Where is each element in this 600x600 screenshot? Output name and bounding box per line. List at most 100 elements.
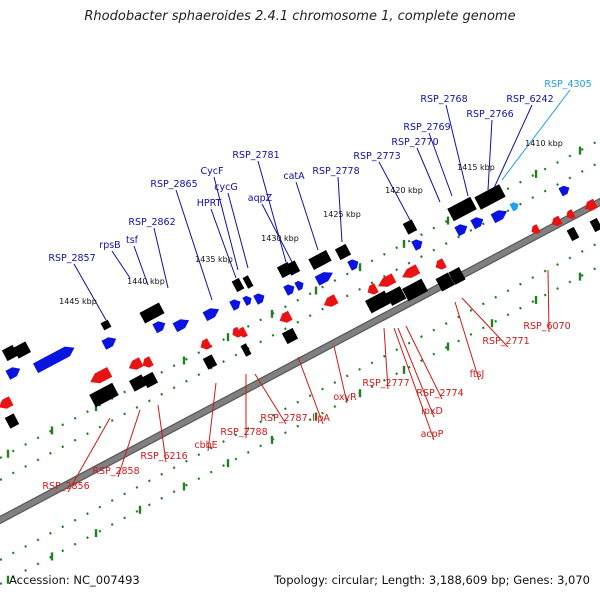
lower-gene-0-label: RSP_2856: [42, 481, 89, 492]
lower-gene-11-leader: [405, 325, 443, 400]
gene-arrow-48: [402, 264, 421, 278]
upper-gene-17-leader: [493, 104, 533, 189]
gene-arrow-4: [101, 337, 117, 350]
upper-gene-15-label: RSP_2768: [420, 94, 467, 105]
gene-block-36: [141, 371, 159, 389]
gene-block-5: [100, 319, 112, 331]
gene-block-25: [447, 196, 477, 222]
ruler-labels: 1445 kbp 1440 kbp 1435 kbp 1430 kbp 1425 kbp…: [59, 139, 563, 306]
ruler-label-4: 1425 kbp: [323, 210, 361, 219]
lower-gene-10-label: acpP: [421, 429, 444, 440]
upper-gene-14-leader: [428, 132, 453, 197]
gene-arrow-7: [172, 319, 190, 333]
upper-gene-14-label: RSP_2769: [403, 122, 450, 133]
upper-gene-10-leader: [295, 181, 319, 251]
gene-arrow-22: [347, 259, 359, 271]
gene-arrow-57: [566, 209, 576, 220]
gene-arrow-43: [279, 310, 293, 323]
lower-gene-9-label: lpxD: [421, 406, 443, 417]
lower-gene-0-leader: [67, 417, 111, 493]
gene-block-54: [448, 267, 466, 285]
upper-gene-17-label: RSP_6242: [506, 94, 553, 105]
gene-block-6: [139, 302, 165, 324]
gene-arrow-10: [229, 299, 241, 311]
gene-arrow-13: [253, 293, 265, 305]
upper-gene-8-label: RSP_2781: [232, 150, 279, 161]
gene-arrow-14: [242, 295, 252, 306]
gene-block-39: [202, 354, 218, 370]
gene-block-59: [566, 226, 580, 242]
upper-gene-5-leader: [210, 208, 237, 279]
lower-gene-12-leader: [454, 301, 480, 381]
gene-arrow-56: [551, 215, 563, 227]
upper-gene-1-label: rpsB: [99, 240, 120, 251]
gene-block-62: [4, 413, 20, 429]
lower-gene-1-label: RSP_2858: [92, 466, 139, 477]
upper-gene-18-leader: [501, 89, 571, 181]
lower-gene-10-leader: [393, 327, 435, 441]
map-title: Rhodobacter sphaeroides 2.4.1 chromosome…: [84, 9, 516, 24]
upper-gene-7-leader: [227, 192, 249, 269]
gene-arrow-30: [558, 185, 570, 197]
ruler-label-1: 1440 kbp: [127, 277, 165, 286]
gene-arrow-58: [584, 198, 598, 211]
ruler-label-5: 1420 kbp: [385, 186, 423, 195]
gene-arrow-46: [367, 283, 379, 295]
upper-gene-0-label: RSP_2857: [48, 253, 95, 264]
lower-gene-5-leader: [254, 373, 287, 425]
upper-gene-12-label: RSP_2773: [353, 151, 400, 162]
upper-gene-2-label: tsf: [126, 235, 139, 246]
upper-gene-3-leader: [153, 227, 169, 289]
upper-gene-6-label: CycF: [201, 166, 224, 177]
gene-arrow-29: [490, 210, 508, 224]
lower-gene-9-leader: [397, 327, 435, 418]
gene-arrow-45: [323, 294, 339, 307]
gene-arrow-8: [202, 308, 220, 322]
gene-arrow-9: [152, 321, 166, 334]
gene-arrow-24: [411, 239, 423, 251]
lower-gene-6-label: lipA: [312, 413, 330, 424]
upper-gene-6-leader: [213, 176, 239, 271]
lower-gene-13-leader: [461, 297, 509, 348]
lower-gene-8-label: RSP_2777: [362, 378, 409, 389]
lower-gene-6-leader: [297, 356, 324, 425]
lower-gene-3-leader: [207, 382, 217, 452]
lower-gene-14-label: RSP_6070: [523, 321, 570, 332]
gene-arrow-0: [32, 346, 75, 374]
gene-block-35: [129, 374, 147, 392]
upper-gene-4-leader: [175, 189, 213, 301]
gene-block-51: [385, 286, 407, 306]
upper-gene-1-leader: [111, 250, 131, 279]
gene-block-3: [13, 341, 31, 359]
upper-gene-5-label: HPRT: [197, 198, 222, 209]
gene-block-11: [231, 277, 245, 293]
ruler-label-6: 1415 kbp: [457, 163, 495, 172]
upper-gene-12-leader: [378, 161, 411, 221]
lower-gene-2-label: RSP_6216: [140, 451, 187, 462]
genome-summary-text: Topology: circular; Length: 3,188,609 bp…: [274, 573, 590, 587]
ruler-label-7: 1410 kbp: [525, 139, 563, 148]
gene-arrow-34: [142, 356, 154, 368]
gene-features: [0, 184, 600, 429]
gene-arrow-55: [531, 224, 541, 235]
lower-gene-14-leader: [547, 269, 550, 333]
upper-gene-4-label: RSP_2865: [150, 179, 197, 190]
upper-gene-2-leader: [133, 245, 149, 286]
lower-gene-7-label: oxyR: [333, 392, 357, 403]
lower-gene-3-label: cbbE: [194, 440, 217, 451]
gene-block-53: [435, 272, 455, 292]
gene-arrow-49: [435, 258, 447, 270]
upper-gene-16-label: RSP_2766: [466, 109, 513, 120]
strand-guide-1: [0, 161, 600, 481]
gene-block-37: [89, 382, 119, 408]
gene-block-42: [240, 343, 252, 357]
gene-arrow-41: [238, 326, 248, 338]
upper-gene-13-leader: [416, 147, 441, 203]
gene-arrow-27: [454, 224, 468, 237]
label-leader-lines: [67, 89, 571, 493]
gene-block-44: [281, 327, 299, 345]
strand-guide-2: [0, 241, 600, 561]
upper-gene-9-label: aqpZ: [248, 193, 273, 204]
strand-guide-3: [0, 265, 600, 585]
